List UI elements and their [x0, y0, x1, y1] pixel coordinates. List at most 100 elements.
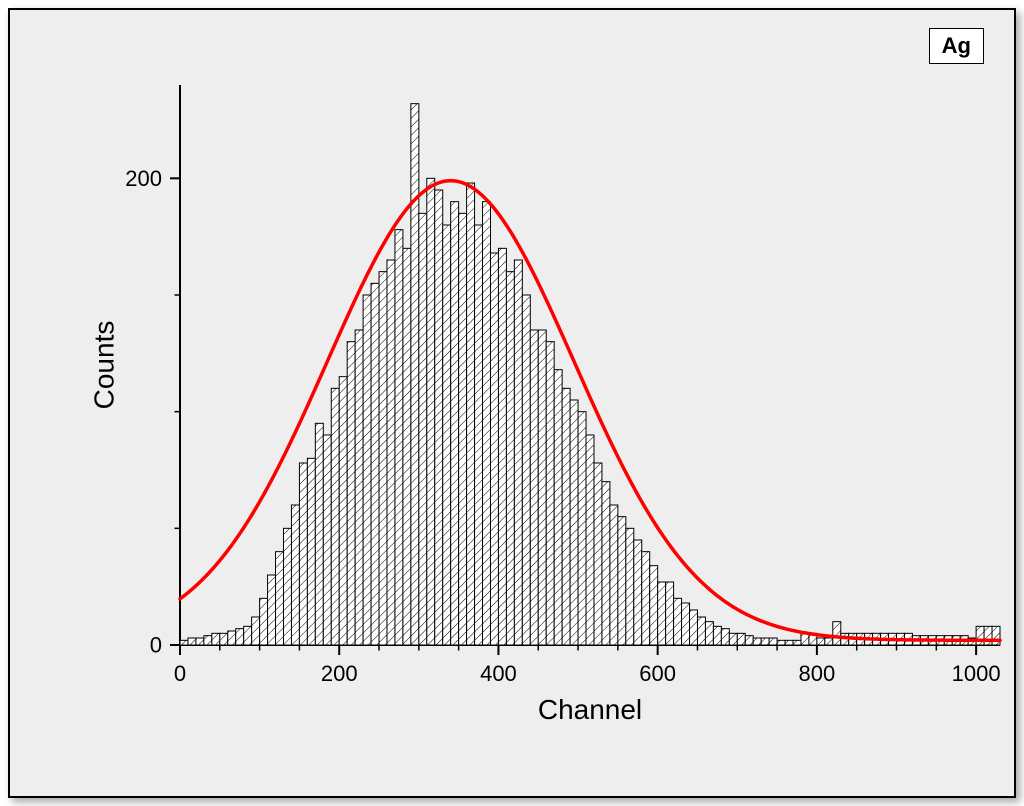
histogram-bar [769, 638, 777, 645]
histogram-bar [323, 435, 331, 645]
histogram-bar [721, 629, 729, 645]
histogram-bar [371, 283, 379, 645]
histogram-bar [180, 640, 188, 645]
histogram-bar [291, 505, 299, 645]
histogram-bar [546, 342, 554, 645]
histogram-bar [658, 582, 666, 645]
histogram-bar [506, 272, 514, 645]
histogram-bar [602, 482, 610, 645]
histogram-bar [220, 633, 228, 645]
y-tick-label: 0 [150, 633, 162, 658]
x-axis-label: Channel [538, 694, 642, 725]
histogram-bar [538, 330, 546, 645]
histogram-bar [355, 330, 363, 645]
histogram-bar [443, 225, 451, 645]
histogram-bar [984, 626, 992, 645]
histogram-bar [435, 190, 443, 645]
histogram-bar [578, 412, 586, 645]
histogram-bar [307, 458, 315, 645]
histogram-bar [825, 638, 833, 645]
histogram-bar [252, 617, 260, 645]
histogram-bar [459, 213, 467, 645]
histogram-bar [483, 202, 491, 645]
histogram-bar [475, 225, 483, 645]
histogram-bar [522, 295, 530, 645]
histogram-bar [833, 622, 841, 645]
histogram-bar [419, 213, 427, 645]
histogram-bar [395, 230, 403, 645]
histogram-bar [817, 638, 825, 645]
histogram-bar [514, 260, 522, 645]
histogram-bar [347, 342, 355, 645]
histogram-bar [188, 638, 196, 645]
histogram-bar [427, 178, 435, 645]
histogram-bar [331, 388, 339, 645]
y-axis-label: Counts [89, 321, 120, 410]
histogram-bar [268, 575, 276, 645]
histogram-bar [777, 640, 785, 645]
x-tick-label: 200 [321, 661, 358, 686]
histogram-bar [379, 272, 387, 645]
histogram-bar [554, 370, 562, 645]
histogram-bar [729, 633, 737, 645]
histogram-bar [634, 540, 642, 645]
histogram-bar [650, 566, 658, 645]
histogram-bar [387, 260, 395, 645]
histogram-bar [690, 610, 698, 645]
histogram-bar [737, 633, 745, 645]
legend-label: Ag [942, 33, 971, 58]
histogram-bar [705, 622, 713, 645]
histogram-bar [713, 626, 721, 645]
histogram-bar [674, 598, 682, 645]
histogram-bar [626, 528, 634, 645]
histogram-bar [793, 640, 801, 645]
legend-box: Ag [929, 28, 984, 64]
histogram-bar [530, 330, 538, 645]
histogram-bar [363, 295, 371, 645]
histogram-bar [339, 377, 347, 645]
histogram-bar [586, 435, 594, 645]
x-tick-label: 1000 [952, 661, 1001, 686]
histogram-bar [228, 631, 236, 645]
histogram-bar [745, 636, 753, 645]
x-tick-label: 800 [799, 661, 836, 686]
histogram-bar [498, 248, 506, 645]
histogram-bar [562, 388, 570, 645]
histogram-bar [196, 638, 204, 645]
histogram-bar [666, 582, 674, 645]
histogram-bar [315, 423, 323, 645]
histogram-bar [283, 528, 291, 645]
histogram-bar [976, 626, 984, 645]
histogram-bar [260, 598, 268, 645]
histogram-bar [204, 636, 212, 645]
histogram-bar [244, 626, 252, 645]
histogram-bar [451, 202, 459, 645]
histogram-bar [490, 253, 498, 645]
chart-frame: 0 200 400 600 800 1000 0 200 Channel Counts Ag [8, 8, 1016, 798]
histogram-bar [761, 638, 769, 645]
histogram-bar [642, 552, 650, 645]
histogram-bar [610, 505, 618, 645]
histogram-bar [618, 517, 626, 645]
histogram-bar [411, 104, 419, 645]
outer-frame: 0 200 400 600 800 1000 0 200 Channel Counts Ag [0, 0, 1024, 806]
plot-background: 0 200 400 600 800 1000 0 200 Channel Counts [10, 10, 1014, 796]
histogram-bar [594, 463, 602, 645]
histogram-bar [785, 640, 793, 645]
histogram-bar [992, 626, 1000, 645]
histogram-bar [682, 603, 690, 645]
histogram-bar [570, 400, 578, 645]
x-tick-label: 0 [174, 661, 186, 686]
histogram-bar [697, 617, 705, 645]
chart-svg: 0 200 400 600 800 1000 0 200 Channel Counts [10, 10, 1014, 796]
x-tick-label: 600 [639, 661, 676, 686]
histogram-bar [212, 633, 220, 645]
histogram-bar [403, 248, 411, 645]
histogram-bar [753, 638, 761, 645]
histogram-bar [276, 552, 284, 645]
y-tick-label: 200 [125, 166, 162, 191]
x-tick-label: 400 [480, 661, 517, 686]
histogram-bar [236, 629, 244, 645]
histogram-bar [299, 463, 307, 645]
histogram-bar [467, 183, 475, 645]
